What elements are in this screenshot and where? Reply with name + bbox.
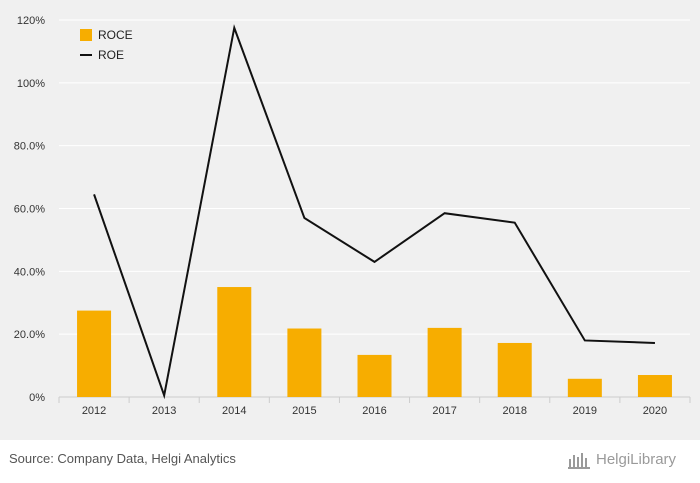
- x-tick-label: 2018: [502, 405, 526, 417]
- legend-label-roe: ROE: [98, 48, 124, 62]
- brand-name: HelgiLibrary: [596, 450, 677, 468]
- x-tick-label: 2014: [222, 405, 246, 417]
- chart-svg: 0% 20.0% 40.0% 60.0% 80.0% 100% 120% 2012 2013 20…: [14, 15, 691, 417]
- bar-roce: [567, 378, 602, 397]
- x-tick-label: 2015: [292, 405, 316, 417]
- line-roe: [93, 24, 655, 400]
- legend-swatch-roce: [80, 29, 92, 41]
- y-tick-label: 120%: [17, 15, 45, 27]
- y-tick-label: 100%: [17, 78, 45, 90]
- legend-label-roce: ROCE: [98, 28, 133, 42]
- brand-logo: HelgiLibrary: [568, 449, 676, 469]
- bar-roce: [77, 310, 112, 397]
- bar-roce: [357, 354, 392, 397]
- y-tick-label: 0%: [29, 392, 45, 404]
- plot-background: [0, 0, 700, 440]
- y-tick-label: 20.0%: [14, 329, 45, 341]
- helgi-library-icon: [568, 453, 590, 469]
- x-tick-label: 2016: [362, 405, 386, 417]
- x-tick-label: 2017: [432, 405, 456, 417]
- y-tick-label: 40.0%: [14, 266, 45, 278]
- bar-roce: [497, 342, 532, 397]
- x-tick-label: 2019: [573, 405, 597, 417]
- y-tick-label: 80.0%: [14, 141, 45, 153]
- source-note: Source: Company Data, Helgi Analytics: [9, 451, 236, 466]
- x-tick-label: 2020: [643, 405, 667, 417]
- bar-roce: [637, 375, 672, 397]
- bar-roce: [217, 287, 252, 397]
- bar-roce: [287, 328, 322, 397]
- x-tick-label: 2012: [82, 405, 106, 417]
- x-tick-label: 2013: [152, 405, 176, 417]
- bar-roce: [427, 327, 462, 397]
- y-tick-label: 60.0%: [14, 204, 45, 216]
